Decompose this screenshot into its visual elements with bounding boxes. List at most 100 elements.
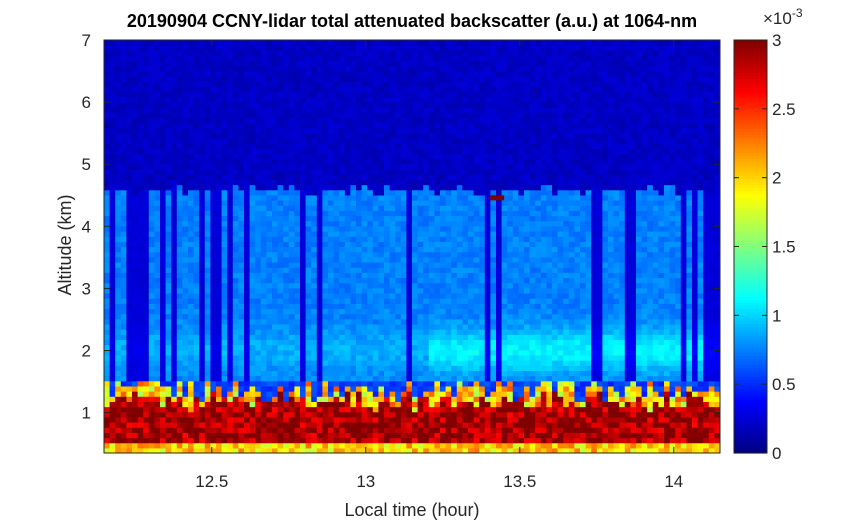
- heatmap-cell: [400, 40, 407, 46]
- heatmap-cell: [132, 406, 139, 413]
- heatmap-cell: [350, 256, 357, 263]
- heatmap-cell: [120, 200, 127, 206]
- heatmap-cell: [389, 241, 396, 248]
- heatmap-cell: [322, 416, 329, 423]
- heatmap-cell: [339, 303, 346, 310]
- heatmap-cell: [283, 313, 290, 320]
- heatmap-cell: [143, 292, 150, 299]
- heatmap-cell: [434, 391, 441, 397]
- heatmap-cell: [356, 158, 363, 165]
- heatmap-cell: [109, 354, 116, 361]
- heatmap-cell: [372, 380, 379, 387]
- heatmap-cell: [440, 225, 447, 232]
- heatmap-cell: [434, 287, 441, 294]
- heatmap-cell: [137, 401, 144, 408]
- heatmap-cell: [188, 344, 195, 351]
- heatmap-cell: [165, 65, 172, 72]
- heatmap-cell: [305, 163, 312, 170]
- heatmap-cell: [249, 50, 256, 57]
- heatmap-cell: [132, 107, 139, 113]
- heatmap-cell: [182, 70, 189, 77]
- heatmap-cell: [148, 169, 155, 175]
- heatmap-cell: [423, 323, 430, 330]
- heatmap-cell: [244, 298, 251, 304]
- heatmap-cell: [244, 153, 251, 160]
- heatmap-cell: [120, 60, 127, 67]
- heatmap-cell: [417, 287, 424, 294]
- heatmap-cell: [339, 432, 346, 439]
- heatmap-cell: [361, 411, 368, 418]
- heatmap-cell: [148, 174, 155, 180]
- heatmap-cell: [160, 334, 167, 341]
- heatmap-cell: [384, 122, 391, 129]
- heatmap-cell: [316, 81, 323, 88]
- heatmap-cell: [339, 158, 346, 165]
- heatmap-cell: [204, 365, 211, 371]
- heatmap-cell: [333, 272, 340, 279]
- heatmap-cell: [328, 210, 335, 217]
- heatmap-cell: [395, 210, 402, 217]
- heatmap-cell: [333, 261, 340, 268]
- heatmap-cell: [176, 360, 183, 366]
- heatmap-cell: [400, 117, 407, 124]
- heatmap-cell: [316, 298, 323, 304]
- heatmap-cell: [199, 385, 206, 392]
- heatmap-cell: [333, 174, 340, 180]
- heatmap-cell: [204, 55, 211, 62]
- heatmap-cell: [165, 184, 172, 191]
- heatmap-cell: [260, 194, 267, 201]
- heatmap-cell: [445, 127, 452, 134]
- heatmap-cell: [288, 437, 295, 444]
- heatmap-cell: [266, 220, 273, 227]
- heatmap-cell: [266, 231, 273, 237]
- heatmap-cell: [148, 261, 155, 268]
- heatmap-cell: [350, 215, 357, 222]
- heatmap-cell: [288, 287, 295, 294]
- heatmap-cell: [216, 442, 223, 449]
- heatmap-cell: [350, 246, 357, 253]
- heatmap-cell: [367, 184, 374, 191]
- heatmap-cell: [193, 354, 200, 361]
- heatmap-cell: [333, 231, 340, 237]
- heatmap-cell: [160, 107, 167, 113]
- heatmap-cell: [221, 396, 228, 402]
- heatmap-cell: [266, 96, 273, 103]
- heatmap-cell: [356, 334, 363, 341]
- heatmap-cell: [176, 122, 183, 129]
- heatmap-cell: [115, 40, 122, 46]
- heatmap-cell: [260, 158, 267, 165]
- heatmap-cell: [148, 45, 155, 51]
- heatmap-cell: [378, 251, 385, 258]
- heatmap-cell: [384, 427, 391, 433]
- heatmap-cell: [137, 375, 144, 382]
- heatmap-cell: [417, 396, 424, 402]
- heatmap-cell: [440, 241, 447, 248]
- heatmap-cell: [288, 442, 295, 449]
- heatmap-cell: [188, 339, 195, 346]
- heatmap-cell: [417, 251, 424, 258]
- heatmap-cell: [188, 40, 195, 46]
- heatmap-cell: [204, 385, 211, 392]
- heatmap-cell: [165, 76, 172, 82]
- heatmap-cell: [148, 81, 155, 88]
- heatmap-cell: [333, 267, 340, 273]
- heatmap-cell: [176, 200, 183, 206]
- heatmap-cell: [288, 360, 295, 366]
- heatmap-cell: [204, 210, 211, 217]
- heatmap-cell: [266, 313, 273, 320]
- heatmap-cell: [126, 179, 133, 186]
- heatmap-cell: [428, 194, 435, 201]
- heatmap-cell: [221, 261, 228, 268]
- heatmap-cell: [199, 416, 206, 423]
- heatmap-cell: [232, 179, 239, 186]
- heatmap-cell: [255, 323, 262, 330]
- heatmap-cell: [176, 241, 183, 248]
- heatmap-cell: [115, 282, 122, 289]
- heatmap-cell: [238, 323, 245, 330]
- heatmap-cell: [255, 70, 262, 77]
- heatmap-cell: [154, 365, 161, 371]
- heatmap-cell: [328, 447, 335, 453]
- heatmap-cell: [395, 323, 402, 330]
- heatmap-cell: [288, 344, 295, 351]
- heatmap-cell: [216, 179, 223, 186]
